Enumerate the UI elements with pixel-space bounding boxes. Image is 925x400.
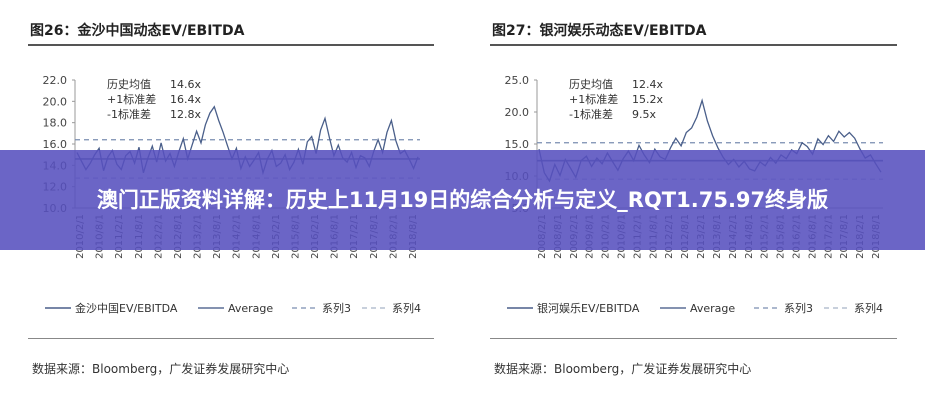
source-note: 数据来源：Bloomberg，广发证券发展研究中心 xyxy=(494,362,752,376)
source-note: 数据来源：Bloomberg，广发证券发展研究中心 xyxy=(32,362,290,376)
source-rule xyxy=(28,338,434,339)
title-rule xyxy=(28,44,434,46)
annotation-value: 16.4x xyxy=(170,93,201,106)
figure-title: 图26：金沙中国动态EV/EBITDA xyxy=(30,23,245,39)
annotation-label: -1标准差 xyxy=(569,107,613,121)
legend-label: Average xyxy=(228,302,273,315)
figure-title: 图27：银河娱乐动态EV/EBITDA xyxy=(492,23,707,39)
title-rule xyxy=(490,44,897,46)
legend-label: Average xyxy=(690,302,735,315)
annotation-value: 14.6x xyxy=(170,78,201,91)
legend-label: 系列4 xyxy=(392,301,421,315)
annotation-label: 历史均值 xyxy=(569,78,613,91)
legend-label: 金沙中国EV/EBITDA xyxy=(75,301,178,315)
annotation-value: 12.4x xyxy=(632,78,663,91)
y-tick-label: 20.0 xyxy=(43,95,68,108)
legend-label: 系列3 xyxy=(784,301,813,315)
banner-title: 澳门正版资料详解：历史上11月19日的综合分析与定义_RQT1.75.97终身版 xyxy=(96,188,829,212)
annotation-label: +1标准差 xyxy=(569,92,618,106)
annotation-value: 12.8x xyxy=(170,108,201,121)
overlay-banner: 澳门正版资料详解：历史上11月19日的综合分析与定义_RQT1.75.97终身版 xyxy=(0,150,925,250)
y-tick-label: 22.0 xyxy=(43,74,68,87)
y-tick-label: 25.0 xyxy=(505,74,530,87)
annotation-value: 9.5x xyxy=(632,108,656,121)
y-tick-label: 15.0 xyxy=(505,138,530,151)
annotation-label: 历史均值 xyxy=(107,78,151,91)
y-tick-label: 16.0 xyxy=(43,138,68,151)
legend-label: 系列3 xyxy=(322,301,351,315)
legend-label: 系列4 xyxy=(854,301,883,315)
annotation-label: -1标准差 xyxy=(107,107,151,121)
annotation-label: +1标准差 xyxy=(107,92,156,106)
source-rule xyxy=(490,338,897,339)
y-tick-label: 18.0 xyxy=(43,117,68,130)
y-tick-label: 20.0 xyxy=(505,106,530,119)
annotation-value: 15.2x xyxy=(632,93,663,106)
legend-label: 银河娱乐EV/EBITDA xyxy=(537,301,640,315)
